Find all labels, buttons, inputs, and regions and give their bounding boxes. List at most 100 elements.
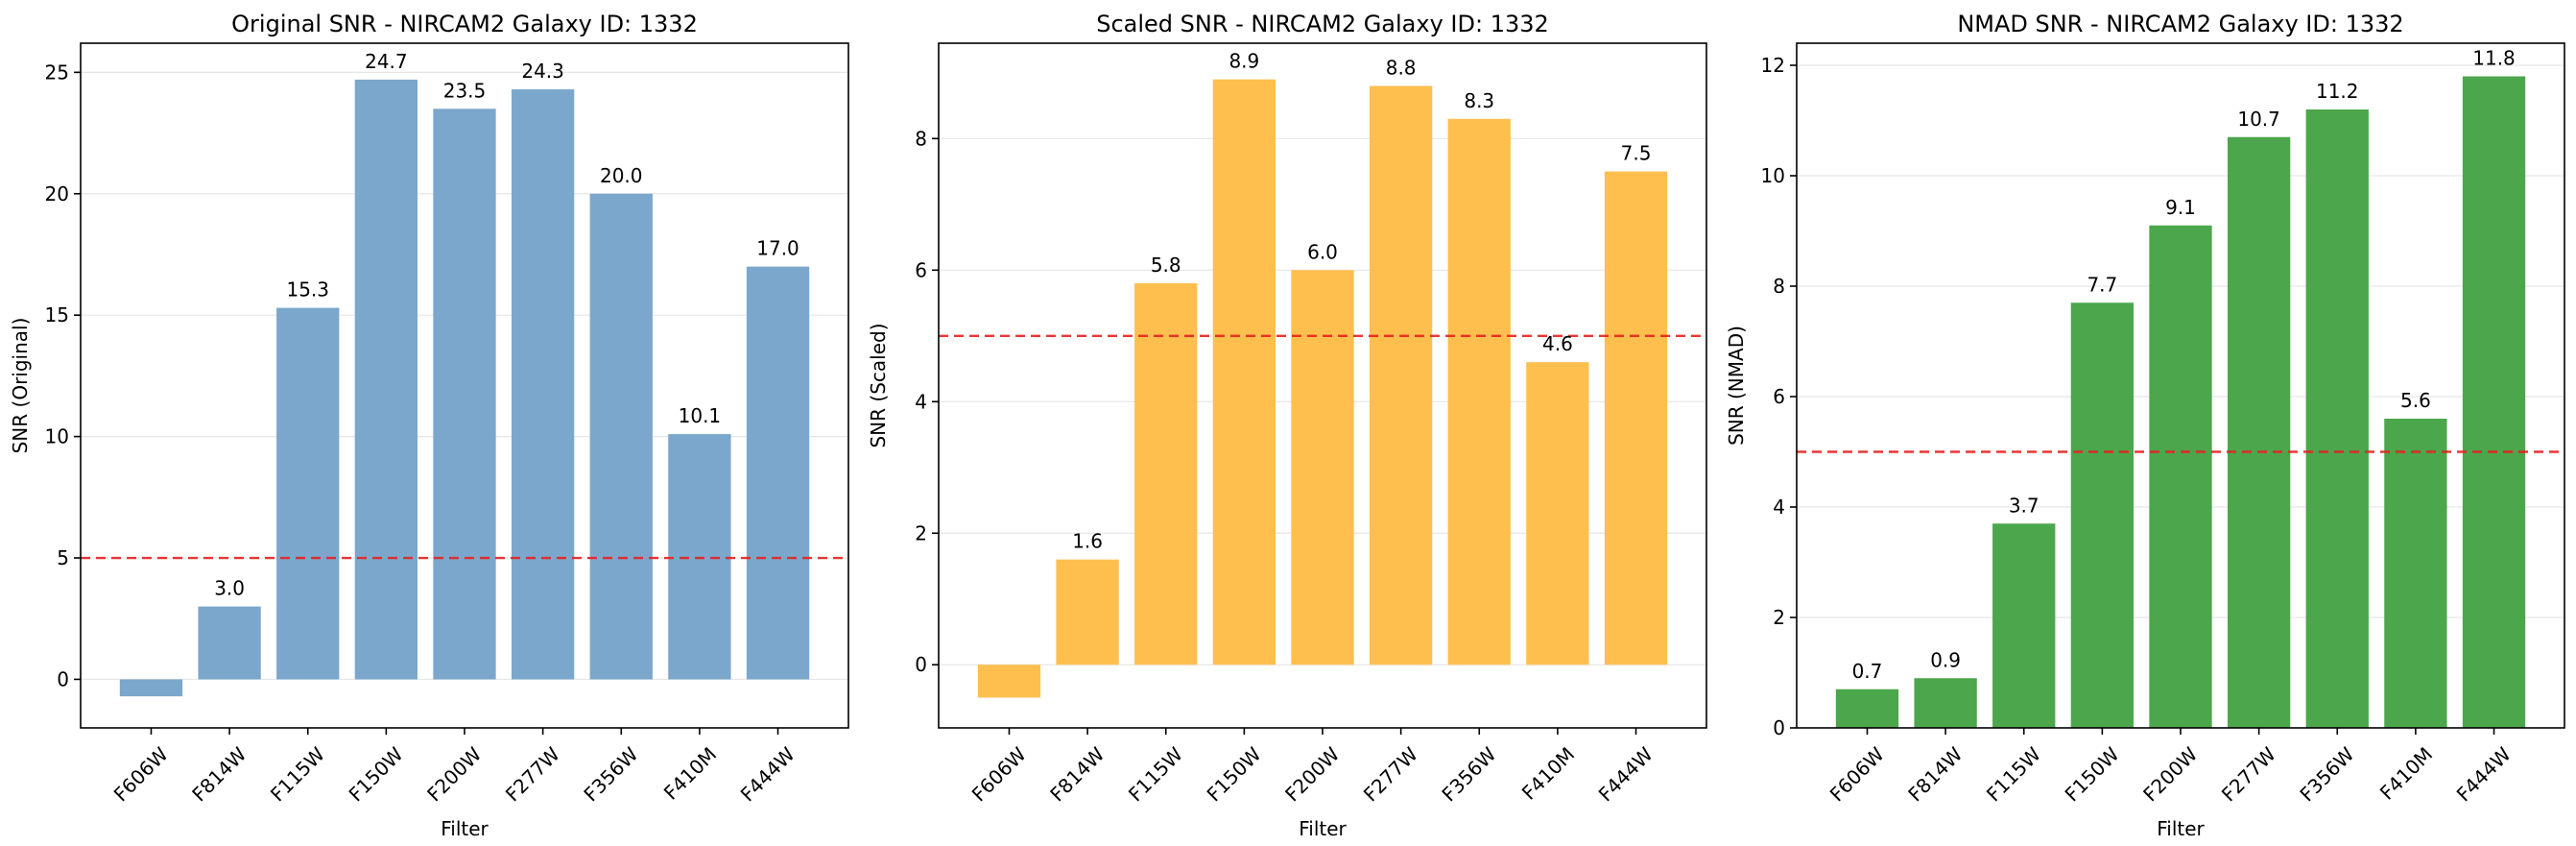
data-label-f814w: 3.0 — [214, 577, 245, 600]
bar-f115w[interactable] — [1134, 282, 1198, 665]
bar-f200w[interactable] — [433, 109, 496, 680]
chart-title: Scaled SNR - NIRCAM2 Galaxy ID: 1332 — [1096, 11, 1549, 37]
bar-f150w[interactable] — [354, 79, 418, 680]
x-tick-label-f115w: F115W — [1124, 742, 1187, 806]
y-axis-label: SNR (NMAD) — [1725, 326, 1748, 446]
x-tick-label-f277w: F277W — [501, 742, 564, 806]
y-tick-label-5: 10 — [1761, 164, 1785, 187]
y-tick-label-4: 8 — [915, 127, 927, 150]
bar-f606w[interactable] — [1835, 689, 1899, 728]
chart-title: Original SNR - NIRCAM2 Galaxy ID: 1332 — [231, 11, 698, 37]
bar-f814w[interactable] — [1914, 678, 1977, 728]
x-tick-label-f606w: F606W — [967, 742, 1031, 806]
x-tick-label-f410m: F410M — [659, 742, 721, 804]
data-label-f410m: 10.1 — [679, 404, 722, 427]
data-label-f200w: 23.5 — [443, 79, 487, 102]
bar-f356w[interactable] — [1447, 118, 1511, 665]
bar-f277w[interactable] — [511, 89, 575, 680]
y-axis-label: SNR (Original) — [9, 318, 32, 454]
data-label-f150w: 8.9 — [1228, 50, 1259, 73]
x-tick-label-f277w: F277W — [1359, 742, 1422, 806]
y-tick-label-1: 5 — [57, 546, 69, 569]
y-tick-label-4: 8 — [1773, 275, 1785, 298]
data-label-f410m: 5.6 — [2400, 389, 2431, 412]
x-tick-label-f115w: F115W — [1982, 742, 2045, 806]
x-tick-label-f814w: F814W — [187, 742, 250, 806]
bar-f150w[interactable] — [2070, 302, 2135, 728]
x-tick-label-f814w: F814W — [1045, 742, 1109, 806]
bar-f356w[interactable] — [2305, 109, 2369, 728]
y-tick-label-3: 6 — [1773, 385, 1785, 408]
x-tick-label-f200w: F200W — [2138, 742, 2202, 806]
data-label-f200w: 9.1 — [2165, 196, 2196, 219]
data-label-f277w: 8.8 — [1386, 57, 1417, 80]
y-tick-label-6: 12 — [1761, 54, 1785, 77]
x-tick-label-f150w: F150W — [2061, 742, 2124, 806]
x-tick-label-f200w: F200W — [422, 742, 486, 806]
chart-panel-3: 0.7 0.9 3.7 7.7 9.1 10.7 11.2 5.6 11.8 0 2 4 6 8 10 12 F… — [1725, 11, 2565, 840]
y-axis-label: SNR (Scaled) — [867, 323, 890, 447]
data-label-f150w: 24.7 — [365, 50, 408, 73]
data-label-f444w: 7.5 — [1621, 142, 1652, 165]
bar-f277w[interactable] — [1369, 85, 1433, 665]
x-tick-label-f444w: F444W — [2452, 742, 2516, 806]
bar-f444w[interactable] — [746, 266, 810, 680]
y-tick-label-3: 6 — [915, 258, 927, 281]
y-tick-label-2: 10 — [45, 425, 69, 448]
bar-f200w[interactable] — [1291, 270, 1354, 665]
bar-f115w[interactable] — [276, 307, 340, 680]
x-tick-label-f200w: F200W — [1280, 742, 1344, 806]
x-axis-label: Filter — [1299, 817, 1347, 840]
x-tick-label-f150w: F150W — [1203, 742, 1266, 806]
x-tick-label-f150w: F150W — [345, 742, 408, 806]
bar-f150w[interactable] — [1212, 79, 1276, 665]
data-label-f356w: 11.2 — [2316, 80, 2359, 103]
bar-f814w[interactable] — [1056, 559, 1119, 665]
bar-f277w[interactable] — [2227, 136, 2291, 728]
y-tick-label-2: 4 — [915, 390, 927, 413]
data-label-f356w: 8.3 — [1464, 89, 1494, 112]
data-label-f277w: 24.3 — [521, 60, 564, 83]
bar-f410m[interactable] — [2384, 419, 2447, 728]
x-tick-label-f356w: F356W — [2295, 742, 2358, 806]
x-tick-label-f606w: F606W — [1825, 742, 1889, 806]
bar-f444w[interactable] — [1604, 171, 1668, 665]
data-label-f444w: 17.0 — [756, 237, 799, 260]
bar-f410m[interactable] — [668, 434, 731, 680]
y-tick-label-2: 4 — [1773, 496, 1785, 519]
bar-f356w[interactable] — [589, 193, 653, 680]
data-label-f115w: 5.8 — [1151, 254, 1181, 277]
y-tick-label-1: 2 — [1773, 606, 1785, 629]
y-tick-label-0: 0 — [915, 653, 927, 676]
bar-f444w[interactable] — [2462, 76, 2526, 729]
data-label-f814w: 1.6 — [1072, 530, 1103, 553]
bar-f606w[interactable] — [119, 679, 183, 697]
bar-f115w[interactable] — [1992, 523, 2056, 728]
data-label-f410m: 4.6 — [1542, 332, 1573, 355]
y-tick-label-5: 25 — [45, 60, 69, 84]
data-label-f606w: 0.7 — [1852, 660, 1883, 683]
y-tick-label-1: 2 — [915, 521, 927, 544]
y-tick-label-0: 0 — [1773, 716, 1785, 739]
x-tick-label-f115w: F115W — [266, 742, 329, 806]
x-axis-label: Filter — [441, 817, 489, 840]
x-tick-label-f444w: F444W — [1594, 742, 1658, 806]
data-label-f444w: 11.8 — [2472, 47, 2516, 70]
x-tick-label-f356w: F356W — [1437, 742, 1500, 806]
x-tick-label-f277w: F277W — [2217, 742, 2280, 806]
bar-f410m[interactable] — [1526, 362, 1589, 665]
chart-title: NMAD SNR - NIRCAM2 Galaxy ID: 1332 — [1957, 11, 2403, 37]
data-label-f115w: 3.7 — [2009, 494, 2039, 517]
bar-f200w[interactable] — [2149, 225, 2212, 728]
y-tick-label-4: 20 — [45, 182, 69, 205]
data-label-f200w: 6.0 — [1307, 240, 1338, 263]
chart-panel-1: 3.0 15.3 24.7 23.5 24.3 20.0 10.1 17.0 0 5 10 15 20 2… — [9, 11, 849, 840]
data-label-f814w: 0.9 — [1930, 648, 1961, 671]
x-tick-label-f410m: F410M — [1517, 742, 1579, 804]
data-label-f277w: 10.7 — [2237, 108, 2280, 131]
y-tick-label-0: 0 — [57, 667, 69, 690]
bar-f606w[interactable] — [977, 665, 1041, 698]
bar-f814w[interactable] — [198, 606, 261, 680]
